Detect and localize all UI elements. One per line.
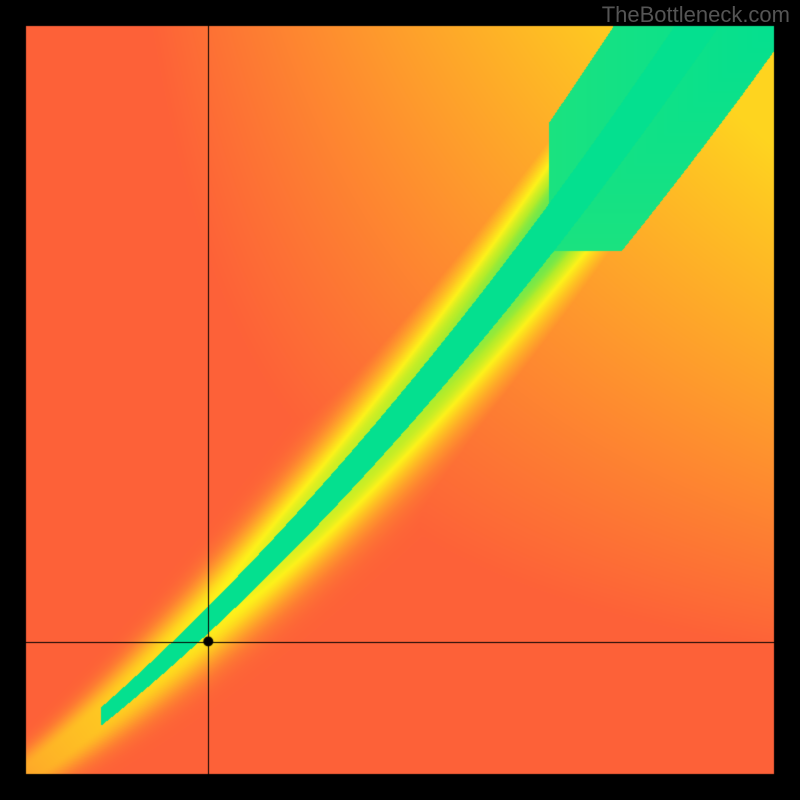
heatmap-canvas	[0, 0, 800, 800]
watermark-text: TheBottleneck.com	[602, 2, 790, 28]
chart-container: TheBottleneck.com	[0, 0, 800, 800]
